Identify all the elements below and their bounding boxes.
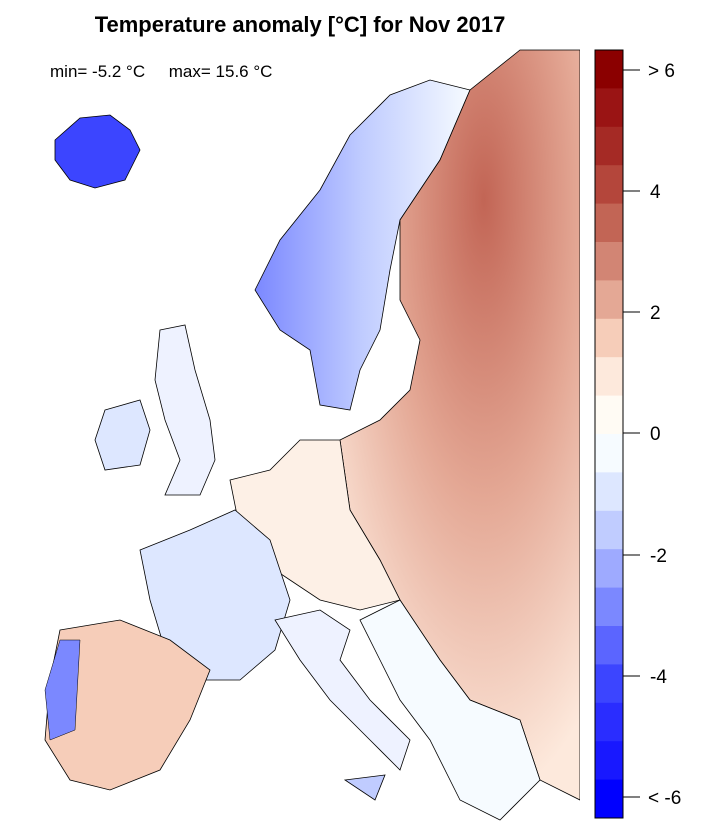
portugal bbox=[44, 639, 81, 741]
balkans bbox=[359, 599, 541, 821]
legend-tick-label: -2 bbox=[650, 546, 667, 567]
legend-tick-label: 4 bbox=[650, 182, 661, 203]
legend-bin bbox=[595, 203, 623, 243]
ireland bbox=[94, 399, 151, 471]
legend-bin bbox=[595, 472, 623, 512]
legend-bin bbox=[595, 626, 623, 665]
legend-bin bbox=[595, 779, 623, 819]
legend-bin bbox=[595, 510, 623, 550]
legend-tick-label: < -6 bbox=[648, 788, 681, 809]
italy bbox=[274, 609, 411, 771]
legend-bin bbox=[595, 165, 623, 205]
map-title: Temperature anomaly [°C] for Nov 2017 bbox=[94, 12, 506, 37]
legend-bin bbox=[595, 549, 623, 589]
legend-bin bbox=[595, 280, 623, 320]
legend-bin bbox=[595, 242, 623, 281]
legend-bin bbox=[595, 664, 623, 704]
legend-tick-label: -4 bbox=[650, 667, 667, 688]
legend-bin bbox=[595, 50, 623, 89]
legend-frame bbox=[594, 49, 624, 819]
legend-bin bbox=[595, 318, 623, 358]
min-label: min= -5.2 °C bbox=[50, 62, 146, 81]
legend-bin bbox=[595, 395, 623, 435]
great-britain bbox=[154, 324, 216, 496]
anomaly-map bbox=[44, 49, 580, 821]
legend-bin bbox=[595, 587, 623, 627]
min-max-stats: min= -5.2 °C max= 15.6 °C bbox=[50, 62, 272, 82]
legend-tick-label: > 6 bbox=[648, 61, 675, 82]
legend-bin bbox=[595, 434, 623, 473]
france bbox=[139, 509, 291, 681]
legend-bin bbox=[595, 741, 623, 781]
iberia bbox=[44, 619, 211, 791]
legend-bin bbox=[595, 126, 623, 166]
legend-tick-label: 2 bbox=[650, 303, 661, 324]
legend-bin bbox=[595, 702, 623, 742]
max-label: max= 15.6 °C bbox=[168, 62, 273, 81]
iceland bbox=[54, 114, 141, 189]
legend-bin bbox=[595, 88, 623, 128]
legend-tick-label: 0 bbox=[650, 424, 661, 445]
sicily bbox=[343, 774, 386, 801]
legend-bin bbox=[595, 357, 623, 397]
